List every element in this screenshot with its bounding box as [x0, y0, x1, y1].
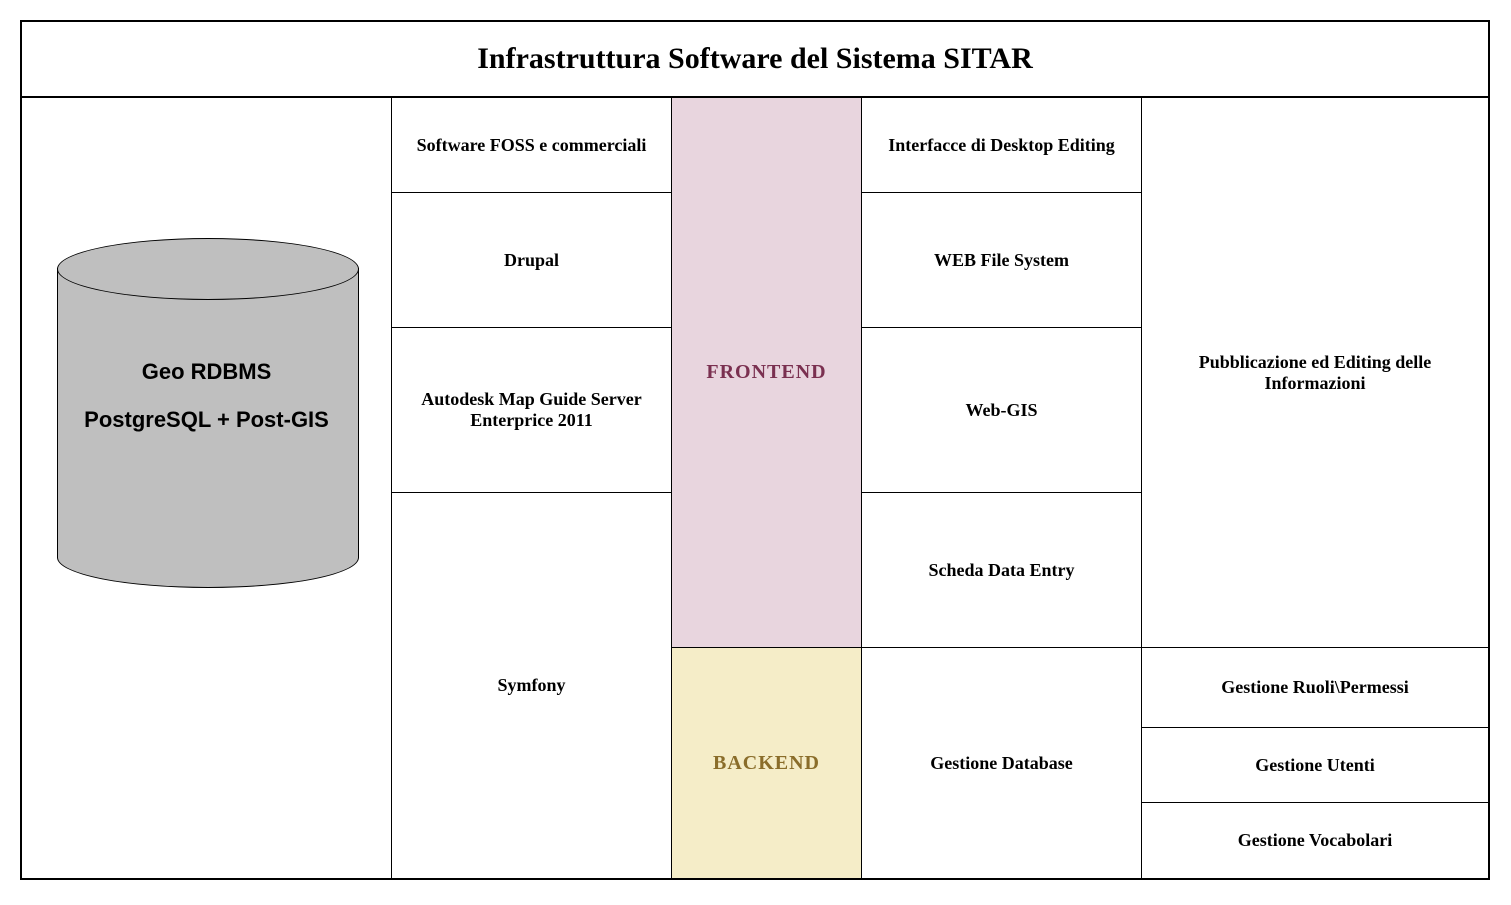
- cell-scheda: Scheda Data Entry: [862, 493, 1141, 648]
- cell-foss: Software FOSS e commerciali: [392, 98, 671, 193]
- cell-pubblicazione: Pubblicazione ed Editing delle Informazi…: [1142, 98, 1488, 648]
- col-components: Interfacce di Desktop Editing WEB File S…: [862, 98, 1142, 878]
- cell-backend: BACKEND: [672, 648, 861, 878]
- col-tier: FRONTEND BACKEND: [672, 98, 862, 878]
- cell-web-gis: Web-GIS: [862, 328, 1141, 493]
- diagram-title: Infrastruttura Software del Sistema SITA…: [22, 22, 1488, 98]
- database-cylinder-icon: Geo RDBMS PostgreSQL + Post-GIS: [57, 238, 357, 558]
- col-database: Geo RDBMS PostgreSQL + Post-GIS: [22, 98, 392, 878]
- cell-utenti: Gestione Utenti: [1142, 728, 1488, 803]
- cell-symfony: Symfony: [392, 493, 671, 878]
- cell-desktop-editing: Interfacce di Desktop Editing: [862, 98, 1141, 193]
- cell-gestione-db: Gestione Database: [862, 648, 1141, 878]
- cell-autodesk: Autodesk Map Guide Server Enterprice 201…: [392, 328, 671, 493]
- cylinder-line2: PostgreSQL + Post-GIS: [57, 396, 357, 444]
- cell-frontend: FRONTEND: [672, 98, 861, 648]
- col-software: Software FOSS e commerciali Drupal Autod…: [392, 98, 672, 878]
- cell-drupal: Drupal: [392, 193, 671, 328]
- diagram-body: Geo RDBMS PostgreSQL + Post-GIS Software…: [22, 98, 1488, 878]
- col-functions: Pubblicazione ed Editing delle Informazi…: [1142, 98, 1488, 878]
- cell-ruoli: Gestione Ruoli\Permessi: [1142, 648, 1488, 728]
- cell-web-filesystem: WEB File System: [862, 193, 1141, 328]
- diagram-container: Infrastruttura Software del Sistema SITA…: [20, 20, 1490, 880]
- cylinder-line1: Geo RDBMS: [57, 348, 357, 396]
- cell-vocabolari: Gestione Vocabolari: [1142, 803, 1488, 878]
